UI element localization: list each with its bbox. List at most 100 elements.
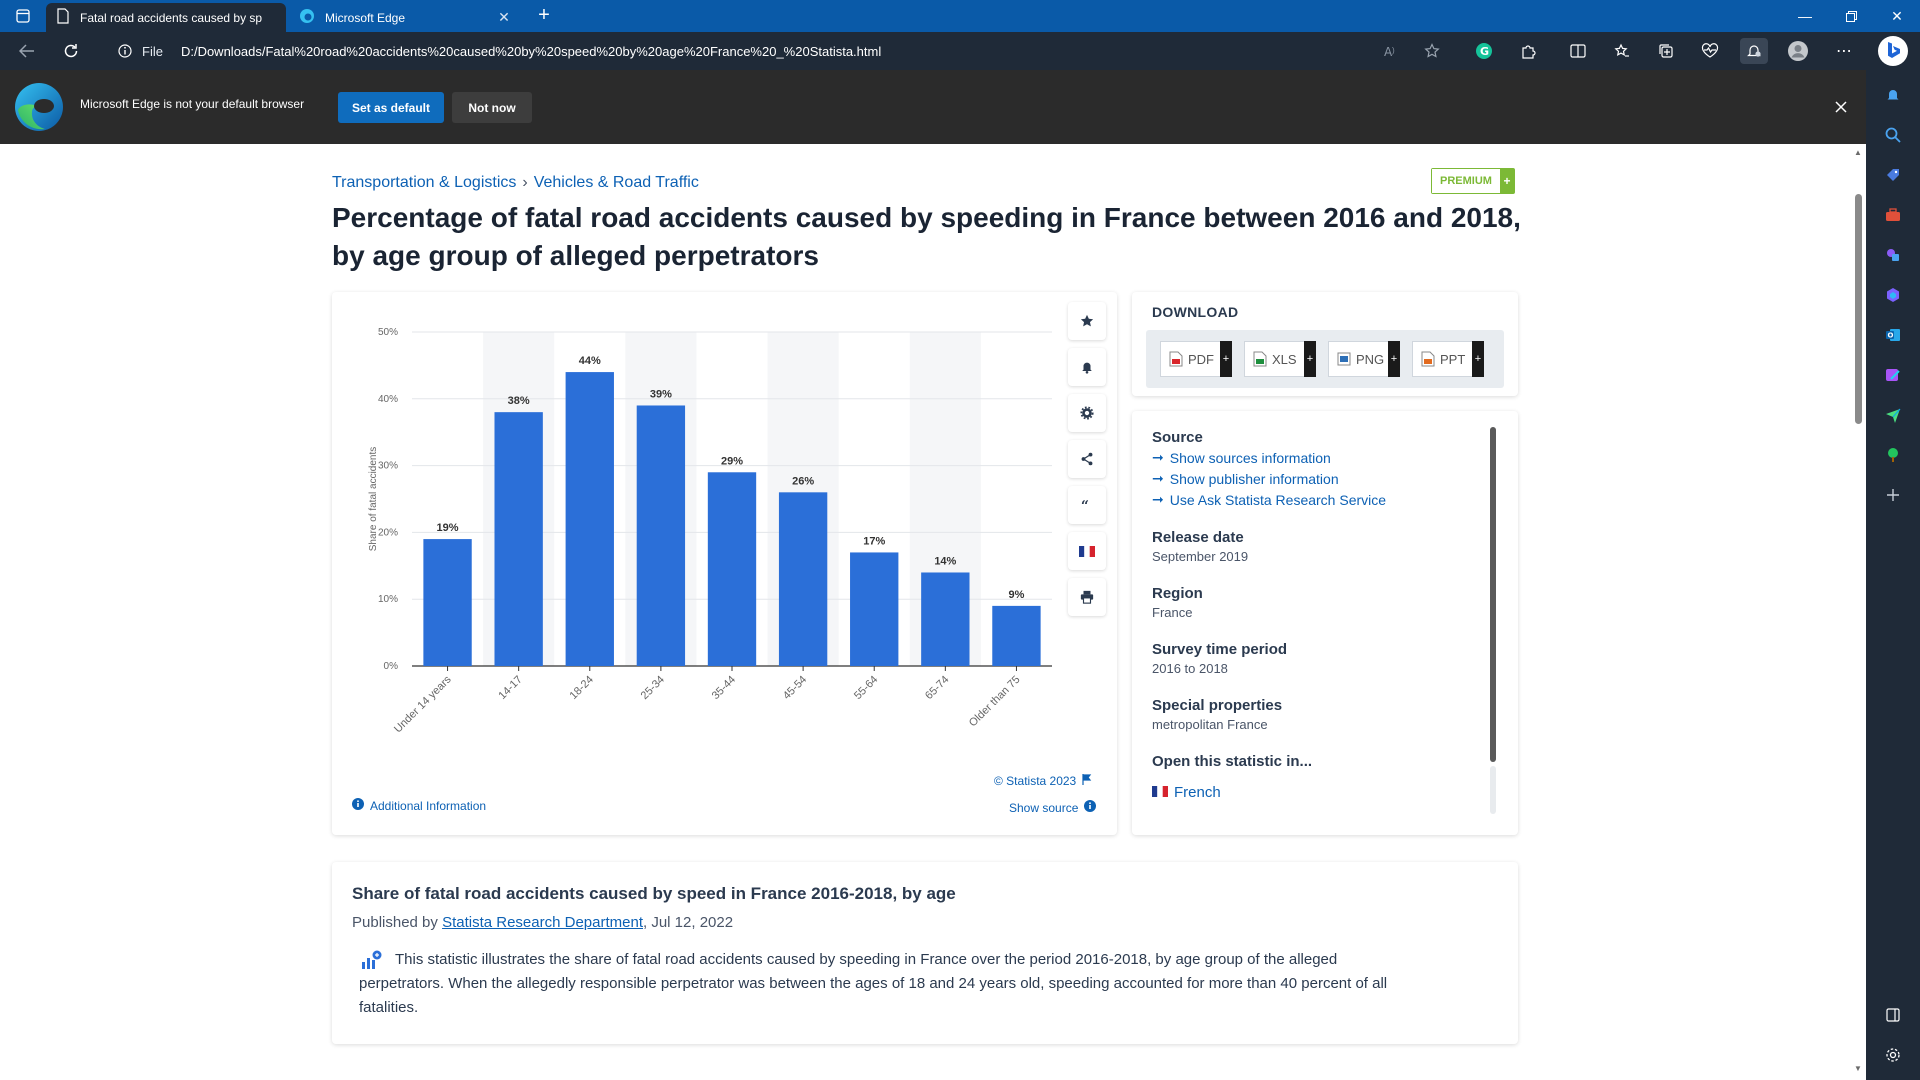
- window-close-icon[interactable]: ✕: [1891, 7, 1903, 24]
- data-label: 29%: [721, 455, 743, 467]
- scroll-up-arrow-icon[interactable]: ▲: [1854, 148, 1862, 157]
- additional-information-text: Additional Information: [370, 798, 487, 813]
- search-icon[interactable]: [1878, 120, 1908, 150]
- settings-gear-button[interactable]: [1068, 394, 1106, 432]
- dl-plus: +: [1388, 341, 1400, 377]
- details-scrollbar-thumb[interactable]: [1490, 427, 1496, 762]
- settings-gear-icon[interactable]: [1878, 1040, 1908, 1070]
- browser-essentials-icon[interactable]: [1696, 38, 1724, 64]
- additional-information-link[interactable]: Additional Information: [352, 798, 486, 813]
- statista-copyright[interactable]: © Statista 2023: [994, 774, 1092, 788]
- open-in-french-link[interactable]: French: [1152, 784, 1492, 801]
- bar: [850, 552, 899, 666]
- arrow-right-icon: ➞: [1152, 491, 1164, 507]
- url-text[interactable]: D:/Downloads/Fatal%20road%20accidents%20…: [180, 43, 882, 59]
- download-pdf-button[interactable]: PDF +: [1160, 341, 1232, 377]
- refresh-icon[interactable]: [56, 37, 86, 65]
- show-sources-text: Show sources information: [1169, 449, 1331, 466]
- tab-microsoft-edge[interactable]: Microsoft Edge ✕: [289, 3, 523, 32]
- data-label: 9%: [1008, 589, 1024, 601]
- edge-sidebar: O: [1866, 70, 1920, 1080]
- author-link[interactable]: Statista Research Department: [442, 914, 643, 931]
- data-label: 14%: [934, 555, 956, 567]
- minimize-icon[interactable]: —: [1798, 8, 1812, 24]
- tab-actions-icon[interactable]: [8, 4, 38, 28]
- designer-icon[interactable]: [1878, 360, 1908, 390]
- download-xls-button[interactable]: XLS +: [1244, 341, 1316, 377]
- close-icon[interactable]: [1830, 96, 1852, 118]
- info-icon[interactable]: [114, 40, 136, 62]
- notification-bell-icon[interactable]: [1740, 38, 1768, 64]
- svg-text:O: O: [1888, 332, 1894, 340]
- close-icon[interactable]: ✕: [498, 9, 510, 25]
- tools-briefcase-icon[interactable]: [1878, 200, 1908, 230]
- new-tab-button[interactable]: +: [538, 4, 550, 26]
- outlook-icon[interactable]: O: [1878, 320, 1908, 350]
- tree-icon[interactable]: [1878, 440, 1908, 470]
- grammarly-icon[interactable]: G: [1470, 38, 1498, 64]
- pdf-file-icon: [1169, 351, 1183, 367]
- ask-statista-link[interactable]: ➞ Use Ask Statista Research Service: [1152, 491, 1492, 508]
- file-label: File: [142, 43, 163, 59]
- download-png-button[interactable]: PNG +: [1328, 341, 1400, 377]
- french-flag-button[interactable]: [1068, 532, 1106, 570]
- bing-copilot-icon[interactable]: [1878, 36, 1908, 66]
- x-tick-label: 45-54: [781, 674, 809, 702]
- add-icon[interactable]: [1878, 480, 1908, 510]
- description-card: Share of fatal road accidents caused by …: [332, 862, 1518, 1044]
- microsoft-365-icon[interactable]: [1878, 280, 1908, 310]
- breadcrumb-link-vehicles[interactable]: Vehicles & Road Traffic: [533, 174, 699, 191]
- edge-logo-icon: [14, 82, 64, 132]
- data-label: 19%: [437, 522, 459, 534]
- y-tick-label: 40%: [378, 394, 398, 405]
- notification-icon[interactable]: [1878, 80, 1908, 110]
- address-bar[interactable]: File D:/Downloads/Fatal%20road%20acciden…: [104, 36, 1456, 66]
- x-tick-label: 25-34: [639, 674, 667, 702]
- collections-icon[interactable]: [1652, 38, 1680, 64]
- bar: [636, 405, 686, 666]
- y-axis-label: Share of fatal accidents: [368, 447, 379, 552]
- details-scrollbar[interactable]: [1490, 427, 1496, 762]
- profile-avatar-icon[interactable]: [1784, 38, 1812, 64]
- shopping-tag-icon[interactable]: [1878, 160, 1908, 190]
- page-scrollbar[interactable]: ▲ ▼: [1851, 144, 1866, 1080]
- print-button[interactable]: [1068, 578, 1106, 616]
- favorite-star-button[interactable]: [1068, 302, 1106, 340]
- extensions-icon[interactable]: [1514, 38, 1542, 64]
- show-publisher-link[interactable]: ➞ Show publisher information: [1152, 470, 1492, 487]
- show-sources-link[interactable]: ➞ Show sources information: [1152, 449, 1492, 466]
- breadcrumb-link-transportation[interactable]: Transportation & Logistics: [332, 174, 517, 191]
- download-ppt-button[interactable]: PPT +: [1412, 341, 1484, 377]
- cite-quote-button[interactable]: “: [1068, 486, 1106, 524]
- read-aloud-icon[interactable]: A): [1378, 38, 1406, 64]
- page-scrollbar-thumb[interactable]: [1855, 194, 1862, 424]
- french-flag-icon: [1152, 784, 1168, 801]
- download-pdf-label: PDF: [1188, 351, 1214, 367]
- share-button[interactable]: [1068, 440, 1106, 478]
- split-screen-icon[interactable]: [1564, 38, 1592, 64]
- arrow-right-icon: ➞: [1152, 449, 1164, 465]
- send-to-phone-icon[interactable]: [1878, 400, 1908, 430]
- region-heading: Region: [1152, 585, 1203, 602]
- release-date-heading: Release date: [1152, 529, 1244, 546]
- premium-badge[interactable]: PREMIUM +: [1431, 168, 1515, 194]
- show-source-link[interactable]: Show source: [1009, 800, 1097, 815]
- published-prefix: Published by: [352, 914, 443, 931]
- games-icon[interactable]: [1878, 240, 1908, 270]
- notification-bell-button[interactable]: [1068, 348, 1106, 386]
- back-arrow-icon[interactable]: [12, 37, 42, 65]
- show-source-text: Show source: [1009, 800, 1079, 815]
- tab-title: Microsoft Edge: [325, 10, 406, 25]
- bar: [494, 412, 543, 666]
- png-file-icon: [1337, 352, 1351, 366]
- not-now-button[interactable]: Not now: [452, 92, 532, 123]
- info-circle-icon: [352, 798, 364, 813]
- favorite-star-icon[interactable]: [1418, 38, 1446, 64]
- more-options-icon[interactable]: ⋯: [1836, 43, 1852, 60]
- set-as-default-button[interactable]: Set as default: [338, 92, 444, 123]
- restore-icon[interactable]: [1828, 0, 1874, 32]
- tab-statista[interactable]: Fatal road accidents caused by sp: [46, 3, 286, 32]
- scroll-down-arrow-icon[interactable]: ▼: [1854, 1064, 1862, 1073]
- hide-sidebar-icon[interactable]: [1878, 1000, 1908, 1030]
- favorites-icon[interactable]: [1608, 38, 1636, 64]
